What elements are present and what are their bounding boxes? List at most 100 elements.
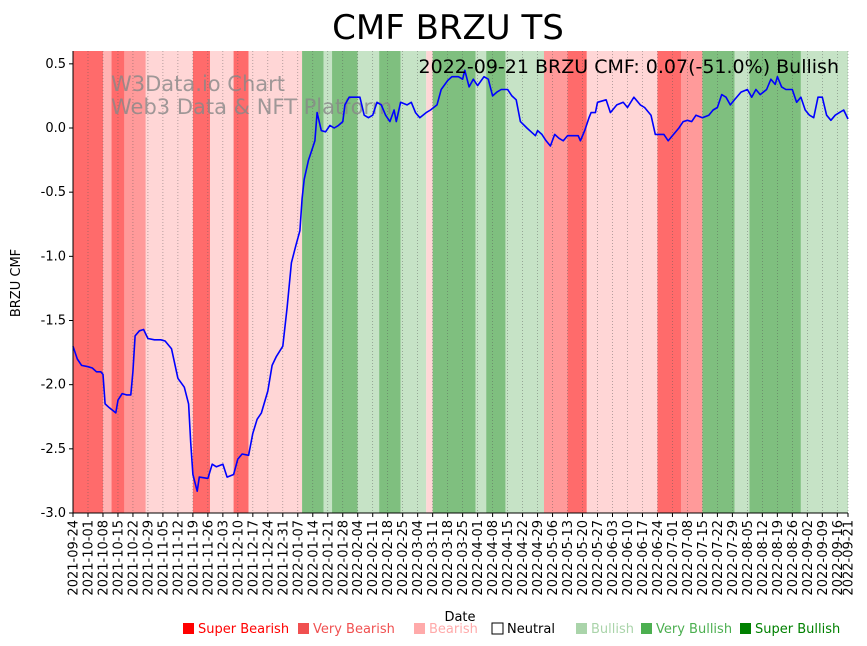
region-20: [543, 51, 568, 513]
region-4: [145, 51, 193, 513]
legend-swatch-6: [740, 623, 751, 634]
region-3: [124, 51, 146, 513]
x-tick-label-35: 2022-05-27: [591, 520, 606, 596]
x-tick-label-48: 2022-08-26: [786, 520, 801, 596]
region-7: [233, 51, 249, 513]
y-axis-ticks: -3.0 -2.5 -2.0 -1.5 -1.0 -0.5 0.0 0.5: [41, 57, 73, 521]
legend: Super Bearish Very Bearish Bearish Neutral B…: [183, 622, 840, 637]
x-tick-label-21: 2022-02-18: [381, 520, 396, 596]
x-tick-label-52: 2022-09-21: [842, 520, 857, 596]
region-16: [432, 51, 476, 513]
y-tick-label-3: -1.5: [41, 314, 66, 329]
region-24: [681, 51, 703, 513]
region-8: [248, 51, 303, 513]
region-15: [426, 51, 433, 513]
x-tick-label-44: 2022-07-29: [726, 520, 741, 596]
x-tick-label-34: 2022-05-20: [576, 520, 591, 596]
legend-swatch-2: [414, 623, 425, 634]
chart-title: CMF BRZU TS: [332, 8, 564, 48]
x-tick-label-22: 2022-02-25: [396, 520, 411, 596]
x-tick-label-17: 2022-01-21: [321, 520, 336, 596]
x-grid: [72, 51, 849, 513]
y-tick-label-4: -1.0: [41, 249, 66, 264]
x-tick-label-14: 2021-12-31: [276, 520, 291, 596]
x-tick-label-10: 2021-12-03: [216, 520, 231, 596]
x-tick-label-18: 2022-01-28: [336, 520, 351, 596]
series-line-0: [72, 69, 849, 493]
region-13: [379, 51, 401, 513]
x-tick-label-2: 2021-10-08: [96, 520, 111, 596]
legend-label-0: Super Bearish: [198, 622, 289, 637]
x-tick-label-8: 2021-11-19: [186, 520, 201, 596]
x-tick-label-15: 2022-01-07: [291, 520, 306, 596]
legend-swatch-5: [641, 623, 652, 634]
watermark-line-2: Web3 Data & NFT Platform: [111, 95, 392, 119]
legend-swatch-1: [298, 623, 309, 634]
legend-swatch-3: [491, 622, 504, 635]
x-tick-label-42: 2022-07-15: [696, 520, 711, 596]
y-tick-label-5: -0.5: [41, 185, 66, 200]
cmf-series: [72, 69, 849, 493]
region-28: [800, 51, 848, 513]
region-23: [657, 51, 682, 513]
region-6: [210, 51, 234, 513]
x-axis-ticks: 2021-09-24 2021-10-01 2021-10-08 2021-10-15…: [67, 513, 857, 596]
x-tick-label-37: 2022-06-10: [621, 520, 636, 596]
x-tick-label-23: 2022-03-04: [411, 520, 426, 596]
x-tick-label-6: 2021-11-05: [156, 520, 171, 596]
region-21: [567, 51, 587, 513]
x-tick-label-16: 2022-01-14: [306, 520, 321, 596]
legend-label-2: Bearish: [429, 622, 478, 637]
legend-label-1: Very Bearish: [313, 622, 395, 637]
y-tick-label-6: 0.0: [45, 121, 66, 136]
region-27: [749, 51, 801, 513]
x-tick-label-24: 2022-03-11: [426, 520, 441, 596]
region-17: [475, 51, 487, 513]
x-tick-label-28: 2022-04-08: [486, 520, 501, 596]
x-tick-label-13: 2021-12-24: [261, 520, 276, 596]
x-tick-label-7: 2021-11-12: [171, 520, 186, 596]
x-tick-label-50: 2022-09-09: [816, 520, 831, 596]
x-tick-label-30: 2022-04-22: [516, 520, 531, 596]
y-tick-label-0: -3.0: [41, 506, 66, 521]
x-tick-label-26: 2022-03-25: [456, 520, 471, 596]
legend-swatch-0: [183, 623, 194, 634]
x-tick-label-3: 2021-10-15: [111, 520, 126, 596]
x-tick-label-45: 2022-08-05: [741, 520, 756, 596]
region-11: [332, 51, 358, 513]
x-tick-label-12: 2021-12-17: [246, 520, 261, 596]
region-18: [486, 51, 506, 513]
x-tick-label-5: 2021-10-29: [141, 520, 156, 596]
watermark-line-1: W3Data.io Chart: [111, 72, 285, 96]
x-tick-label-4: 2021-10-22: [126, 520, 141, 596]
legend-label-6: Super Bullish: [755, 622, 840, 637]
x-tick-label-1: 2021-10-01: [81, 520, 96, 596]
x-tick-label-36: 2022-06-03: [606, 520, 621, 596]
x-tick-label-38: 2022-06-17: [636, 520, 651, 596]
x-tick-label-27: 2022-04-01: [471, 520, 486, 596]
region-19: [505, 51, 544, 513]
x-axis-label: Date: [444, 610, 475, 625]
x-tick-label-43: 2022-07-22: [711, 520, 726, 596]
x-tick-label-49: 2022-09-02: [801, 520, 816, 596]
legend-label-5: Very Bullish: [656, 622, 732, 637]
x-tick-label-46: 2022-08-12: [756, 520, 771, 596]
region-25: [702, 51, 735, 513]
x-tick-label-39: 2022-06-24: [651, 520, 666, 596]
y-tick-label-2: -2.0: [41, 378, 66, 393]
y-tick-label-7: 0.5: [45, 57, 66, 72]
region-5: [192, 51, 211, 513]
latest-value-annotation: 2022-09-21 BRZU CMF: 0.07(-51.0%) Bullis…: [419, 56, 839, 78]
x-tick-label-51: 2022-09-16: [831, 520, 846, 596]
legend-label-4: Bullish: [591, 622, 634, 637]
x-tick-label-47: 2022-08-19: [771, 520, 786, 596]
x-tick-label-29: 2022-04-15: [501, 520, 516, 596]
x-tick-label-40: 2022-07-01: [666, 520, 681, 596]
legend-label-3: Neutral: [507, 622, 555, 637]
region-12: [357, 51, 380, 513]
x-tick-label-9: 2021-11-26: [201, 520, 216, 596]
x-tick-label-0: 2021-09-24: [67, 520, 82, 596]
y-tick-label-1: -2.5: [41, 442, 66, 457]
region-26: [734, 51, 750, 513]
